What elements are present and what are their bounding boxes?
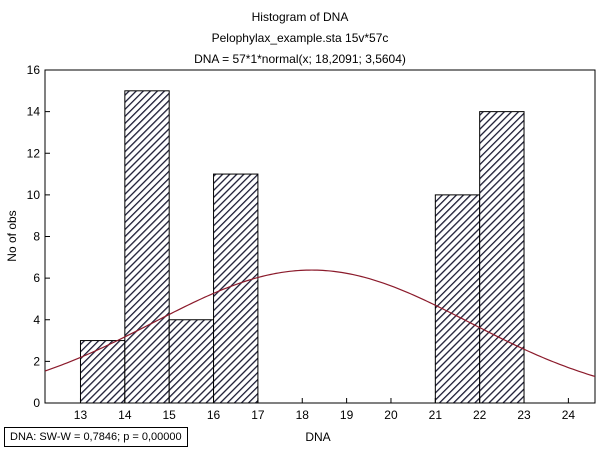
chart-title: Histogram of DNA	[252, 10, 349, 24]
histogram-bar-21-22	[434, 194, 481, 404]
x-tick-label-19: 19	[340, 408, 354, 422]
x-tick-label-24: 24	[562, 408, 576, 422]
x-tick-label-15: 15	[163, 408, 177, 422]
x-tick-label-21: 21	[429, 408, 443, 422]
y-tick-label-10: 10	[27, 188, 41, 202]
y-tick-label-16: 16	[27, 63, 41, 77]
histogram-bar-16-17	[213, 173, 259, 404]
x-tick-label-16: 16	[207, 408, 221, 422]
x-tick-label-14: 14	[118, 408, 132, 422]
y-tick-label-12: 12	[27, 146, 41, 160]
histogram-bar-13-14	[79, 340, 126, 404]
y-tick-label-6: 6	[33, 271, 40, 285]
shapiro-wilk-stats-box: DNA: SW-W = 0,7846; p = 0,00000	[4, 427, 188, 447]
y-tick-label-8: 8	[33, 230, 40, 244]
y-tick-label-14: 14	[27, 105, 41, 119]
x-tick-label-22: 22	[473, 408, 487, 422]
x-axis-label: DNA	[305, 430, 330, 444]
normal-fit-curve	[45, 269, 595, 378]
x-tick-label-18: 18	[296, 408, 310, 422]
chart-subtitle: Pelophylax_example.sta 15v*57c	[212, 31, 389, 45]
x-tick-label-23: 23	[517, 408, 531, 422]
chart-formula: DNA = 57*1*normal(x; 18,2091; 3,5604)	[194, 52, 406, 66]
y-tick-label-4: 4	[33, 313, 40, 327]
x-tick-label-17: 17	[251, 408, 265, 422]
y-tick-label-2: 2	[33, 354, 40, 368]
x-tick-label-20: 20	[384, 408, 398, 422]
histogram-bar-22-23	[479, 111, 525, 404]
y-axis-label: No of obs	[5, 210, 19, 261]
x-tick-label-13: 13	[74, 408, 88, 422]
y-tick-label-0: 0	[33, 396, 40, 410]
histogram-bar-14-15	[124, 90, 170, 404]
histogram-bar-15-16	[168, 319, 215, 404]
